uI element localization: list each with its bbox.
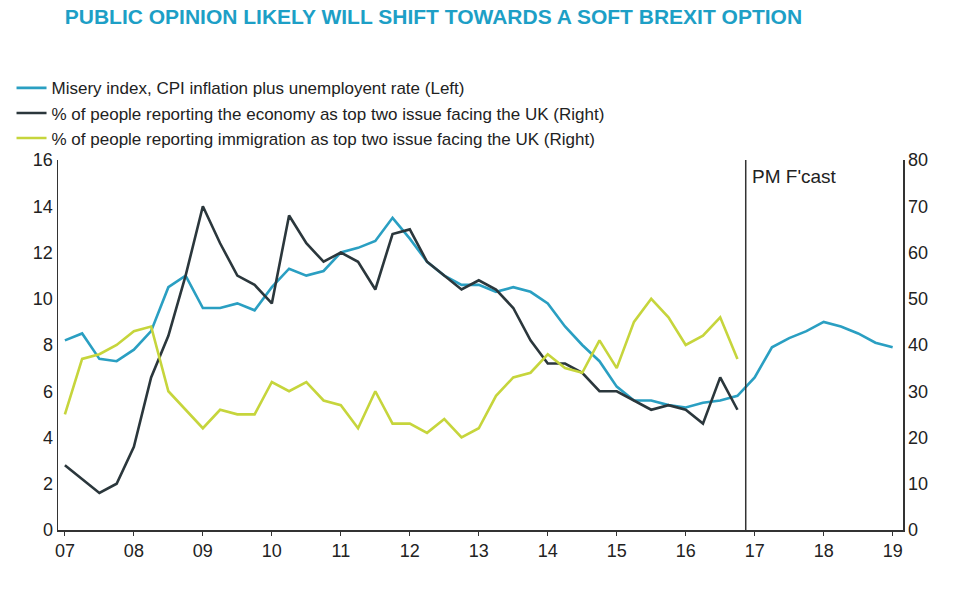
svg-text:19: 19 [883,541,903,561]
svg-text:6: 6 [43,382,53,402]
svg-text:0: 0 [43,520,53,540]
svg-text:09: 09 [193,541,213,561]
svg-text:14: 14 [33,197,53,217]
svg-text:4: 4 [43,428,53,448]
svg-text:12: 12 [400,541,420,561]
svg-text:50: 50 [908,289,928,309]
svg-text:60: 60 [908,243,928,263]
svg-text:PM F'cast: PM F'cast [752,166,837,187]
svg-text:15: 15 [607,541,627,561]
svg-text:11: 11 [331,541,350,561]
svg-text:13: 13 [469,541,489,561]
svg-text:18: 18 [814,541,834,561]
svg-text:70: 70 [908,197,928,217]
svg-text:2: 2 [43,474,53,494]
svg-text:8: 8 [43,335,53,355]
svg-text:20: 20 [908,428,928,448]
svg-text:07: 07 [55,541,75,561]
svg-text:17: 17 [745,541,765,561]
svg-text:% of people reporting immigrat: % of people reporting immigration as top… [52,130,595,149]
svg-text:08: 08 [124,541,144,561]
svg-text:12: 12 [33,243,53,263]
svg-text:14: 14 [538,541,558,561]
svg-text:PUBLIC OPINION LIKELY WILL SHI: PUBLIC OPINION LIKELY WILL SHIFT TOWARDS… [65,5,802,28]
svg-text:30: 30 [908,382,928,402]
svg-text:80: 80 [908,150,928,170]
svg-text:10: 10 [33,289,53,309]
svg-text:10: 10 [262,541,282,561]
svg-text:40: 40 [908,335,928,355]
svg-text:16: 16 [33,150,53,170]
svg-text:10: 10 [908,474,928,494]
svg-text:Misery index, CPI inflation pl: Misery index, CPI inflation plus unemplo… [52,79,465,98]
svg-text:% of people reporting the econ: % of people reporting the economy as top… [52,105,605,124]
svg-text:16: 16 [676,541,696,561]
svg-text:0: 0 [908,520,918,540]
